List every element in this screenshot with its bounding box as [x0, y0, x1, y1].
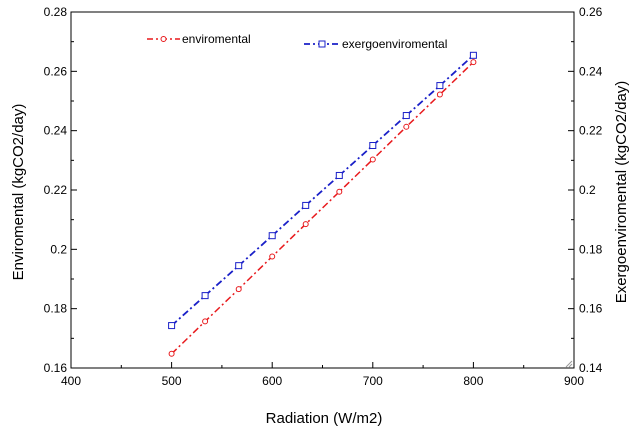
series-line-exergoenviromental: [170, 54, 475, 327]
plot-border: [70, 11, 575, 369]
data-point-enviromental: [403, 123, 410, 130]
x-tick-label: 600: [262, 374, 282, 388]
x-tick-label: 900: [564, 374, 584, 388]
series-line-enviromental: [171, 61, 474, 355]
x-tick-label: 700: [363, 374, 383, 388]
series-enviromental: [168, 59, 477, 357]
y-right-tick-label: 0.22: [579, 124, 603, 138]
legend: enviromental exergoenviromental: [147, 32, 447, 51]
data-point-enviromental: [235, 286, 242, 293]
y-left-tick-label: 0.26: [44, 64, 68, 78]
y-left-tick-label: 0.28: [44, 5, 68, 19]
x-axis-ticks: 400 500 600 700 800 900: [61, 362, 584, 388]
plot-frame: [70, 11, 575, 369]
y-left-axis-title: Enviromental (kgCO2/day): [10, 104, 27, 281]
x-tick-label: 500: [162, 374, 182, 388]
y-right-axis-ticks: 0.14 0.16 0.18 0.2 0.22 0.24 0.26: [568, 5, 603, 375]
y-left-tick-label: 0.22: [44, 183, 68, 197]
y-right-axis-title: Exergoenviromental (kgCO2/day): [613, 81, 630, 304]
data-point-exergoenviromental: [402, 112, 410, 120]
legend-marker-exergoenviromental: [318, 40, 326, 48]
legend-marker-enviromental: [160, 36, 167, 42]
data-point-exergoenviromental: [335, 171, 343, 179]
x-tick-label: 800: [463, 374, 483, 388]
data-point-exergoenviromental: [235, 262, 243, 270]
y-right-tick-label: 0.18: [579, 242, 603, 256]
legend-item-enviromental: enviromental: [147, 32, 251, 46]
data-point-enviromental: [202, 318, 209, 325]
series-layer: [168, 51, 477, 357]
data-point-exergoenviromental: [436, 82, 444, 90]
data-point-enviromental: [470, 59, 477, 66]
data-point-exergoenviromental: [168, 322, 176, 330]
y-left-axis-ticks: 0.16 0.18 0.2 0.22 0.24 0.26 0.28: [44, 5, 77, 375]
y-right-tick-label: 0.24: [579, 64, 603, 78]
data-point-enviromental: [369, 156, 376, 163]
y-left-tick-label: 0.18: [44, 302, 68, 316]
legend-item-exergoenviromental: exergoenviromental: [304, 37, 447, 51]
data-point-enviromental: [302, 221, 309, 228]
y-right-tick-label: 0.14: [579, 361, 603, 375]
data-point-exergoenviromental: [369, 142, 377, 149]
data-point-enviromental: [269, 253, 276, 260]
series-exergoenviromental: [168, 51, 477, 330]
y-left-tick-label: 0.24: [44, 124, 68, 138]
data-point-enviromental: [168, 350, 175, 357]
legend-label-enviromental: enviromental: [182, 32, 251, 46]
data-point-exergoenviromental: [469, 51, 477, 59]
x-tick-label: 400: [61, 374, 81, 388]
data-point-exergoenviromental: [268, 232, 276, 240]
y-right-tick-label: 0.2: [579, 183, 596, 197]
y-left-tick-label: 0.2: [50, 242, 67, 256]
resize-grip-icon: [565, 360, 573, 368]
x-axis-title: Radiation (W/m2): [266, 410, 383, 427]
data-point-enviromental: [436, 91, 443, 98]
data-point-enviromental: [336, 188, 343, 195]
data-point-exergoenviromental: [201, 292, 209, 300]
y-left-tick-label: 0.16: [44, 361, 68, 375]
y-right-tick-label: 0.16: [579, 302, 603, 316]
y-right-tick-label: 0.26: [579, 5, 603, 19]
data-point-exergoenviromental: [302, 201, 310, 209]
legend-label-exergoenviromental: exergoenviromental: [342, 37, 447, 51]
